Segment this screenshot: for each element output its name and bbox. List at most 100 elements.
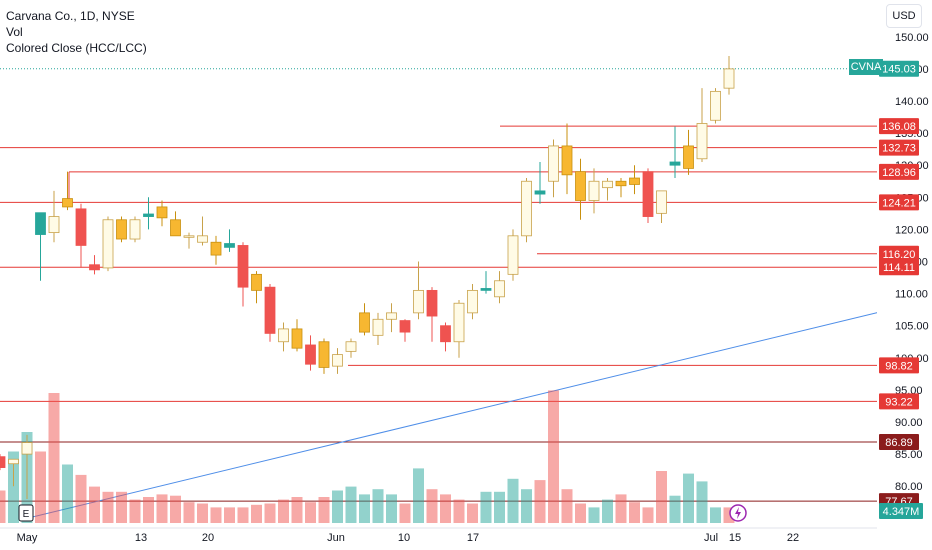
candle [8, 458, 19, 487]
volume-bar [480, 491, 492, 523]
candle [197, 216, 208, 246]
candle [116, 216, 127, 243]
candle-body [440, 325, 451, 343]
volume-bar [332, 490, 343, 523]
y-tick-label: 110.00 [895, 289, 928, 301]
volume-bar [345, 486, 357, 523]
candle [548, 139, 559, 198]
candle [251, 271, 262, 304]
x-tick-label: 10 [398, 532, 410, 544]
price-badge [879, 163, 919, 180]
candle [21, 434, 33, 500]
volume-bar [372, 489, 384, 523]
volume-bar [575, 503, 586, 523]
earnings-marker[interactable] [18, 504, 34, 522]
candle-body [345, 341, 357, 352]
candle-body [534, 190, 546, 195]
price-badge-label: 145.03 [882, 64, 916, 76]
candle [345, 338, 357, 358]
candle [372, 312, 384, 345]
price-badge [879, 393, 919, 410]
candle-body [696, 123, 708, 160]
candle-body [615, 180, 627, 187]
price-badge [879, 433, 919, 450]
candle [399, 319, 411, 342]
volume-bar [8, 451, 19, 523]
candle-body [210, 241, 222, 256]
candle-body [399, 320, 411, 333]
candle [480, 271, 492, 294]
candle [426, 287, 438, 342]
candle [467, 283, 478, 320]
candle-body [494, 280, 505, 298]
volume-bar [359, 494, 370, 523]
volume-bar [102, 491, 114, 523]
price-badge-label: 136.08 [882, 121, 916, 133]
candle-body [642, 171, 654, 217]
candle [683, 129, 694, 175]
x-tick-label: Jul [704, 532, 718, 544]
volume-indicator-label[interactable]: Vol [6, 25, 23, 39]
volume-bar [156, 494, 168, 523]
symbol-title[interactable]: Carvana Co., 1D, NYSE [6, 9, 135, 23]
candle-body [62, 198, 73, 208]
x-tick-label: Jun [327, 532, 345, 544]
volume-bar [629, 502, 640, 523]
candle-body [102, 219, 114, 269]
currency-button[interactable]: USD [886, 4, 922, 28]
candle-body [453, 302, 465, 343]
x-tick-label: 13 [135, 532, 147, 544]
candle [669, 126, 681, 179]
x-tick-label: 17 [467, 532, 479, 544]
y-tick-label: 150.00 [895, 32, 929, 44]
volume-bar [183, 502, 195, 523]
candle [629, 165, 640, 195]
volume-bar [62, 464, 73, 523]
volume-bar [75, 474, 87, 523]
y-tick-label: 120.00 [895, 224, 929, 236]
candle [534, 161, 546, 204]
candle [386, 303, 397, 333]
candle [588, 168, 600, 214]
candle [48, 190, 60, 243]
volume-bar [399, 503, 411, 523]
trend-line [19, 310, 885, 521]
colored-close-indicator-label[interactable]: Colored Close (HCC/LCC) [6, 41, 147, 55]
volume-badge [879, 503, 923, 519]
candle-body [143, 213, 154, 217]
candle-body [21, 442, 33, 455]
volume-bar [507, 478, 519, 523]
candle-body [35, 212, 46, 235]
y-tick-label: 140.00 [895, 96, 929, 108]
candle-body [183, 235, 195, 238]
price-badge [879, 60, 919, 77]
candle [291, 319, 303, 352]
candle [521, 178, 532, 243]
candle [102, 216, 114, 272]
candle-body [75, 208, 87, 246]
volume-bar [0, 490, 6, 523]
volume-bar [210, 507, 222, 523]
candle-body [467, 289, 478, 314]
candle-body [197, 235, 208, 243]
candle-body [723, 68, 735, 89]
x-tick-label: May [17, 532, 38, 544]
candle [264, 283, 276, 342]
candle [413, 261, 424, 320]
candle-body [359, 312, 370, 333]
volume-bar [669, 495, 681, 523]
candle-body [332, 354, 343, 367]
y-tick-label: 80.00 [895, 481, 923, 493]
volume-bar [318, 497, 330, 523]
price-badge-label: 86.89 [885, 437, 913, 449]
candle-body [561, 145, 573, 176]
candle [143, 197, 154, 230]
ticker-tag: CVNA [849, 59, 883, 75]
volume-bar [602, 499, 613, 523]
candle-body [588, 180, 600, 201]
volume-badge-label: 4.347M [883, 506, 920, 518]
candle-body [291, 328, 303, 349]
candle-body [386, 312, 397, 320]
candle [183, 232, 195, 249]
